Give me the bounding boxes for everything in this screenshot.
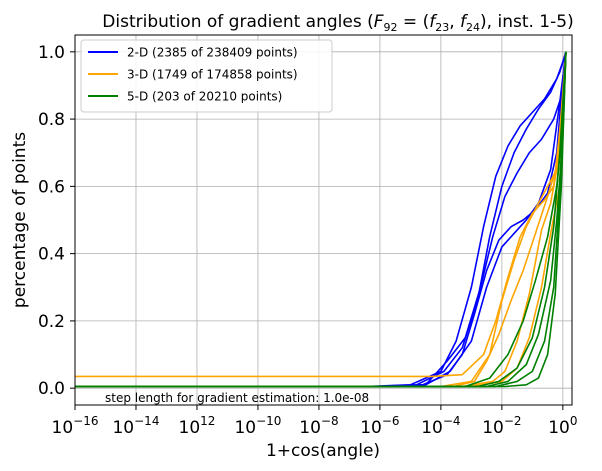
legend-box — [80, 39, 333, 113]
x-tick-label: 10−2 — [482, 414, 521, 438]
series-2-line-3 — [75, 51, 567, 388]
grid — [74, 35, 572, 405]
series-lines — [75, 51, 567, 388]
y-tick-label: 0.2 — [38, 312, 65, 332]
legend-label-2d: 2-D (2385 of 238409 points) — [127, 46, 298, 60]
y-tick-label: 1.0 — [38, 43, 65, 63]
series-1-line-3 — [75, 51, 567, 388]
x-tick-label: 10−4 — [421, 414, 460, 438]
plot-frame — [74, 34, 573, 406]
x-tick-label: 10−14 — [112, 414, 159, 438]
x-tick-label: 10−6 — [360, 414, 399, 438]
series-2-line-1 — [75, 51, 567, 388]
series-0-line-0 — [75, 51, 567, 388]
legend-label-5d: 5-D (203 of 20210 points) — [127, 90, 282, 104]
x-tick-label: 10−8 — [299, 414, 338, 438]
x-tick-label: 100 — [548, 414, 577, 438]
y-tick-label: 0.6 — [38, 177, 65, 197]
series-1-line-2 — [75, 51, 567, 388]
axis-ticks: 10−16 10−14 1012 10−10 10−8 10−6 10−4 10−2 100 0.… — [38, 43, 578, 438]
x-tick-label: 10−10 — [234, 414, 281, 438]
series-2-line-4 — [75, 51, 567, 388]
x-tick-label: 1012 — [179, 414, 216, 438]
series-0-line-4 — [75, 51, 567, 388]
y-tick-label: 0.8 — [38, 110, 65, 130]
legend-label-3d: 3-D (1749 of 174858 points) — [127, 68, 298, 82]
x-tick-label: 10−16 — [52, 414, 99, 438]
series-0-line-3 — [75, 51, 567, 388]
x-axis-label: 1+cos(angle) — [266, 441, 380, 461]
legend: 2-D (2385 of 238409 points) 3-D (1749 of… — [80, 39, 333, 113]
y-tick-label: 0.0 — [38, 379, 65, 399]
step-length-annotation: step length for gradient estimation: 1.0… — [105, 391, 369, 405]
series-0-line-1 — [75, 51, 567, 388]
y-axis-label: percentage of points — [10, 132, 30, 308]
y-tick-label: 0.4 — [38, 245, 65, 265]
chart-title: Distribution of gradient angles (F92 = (… — [102, 12, 573, 34]
